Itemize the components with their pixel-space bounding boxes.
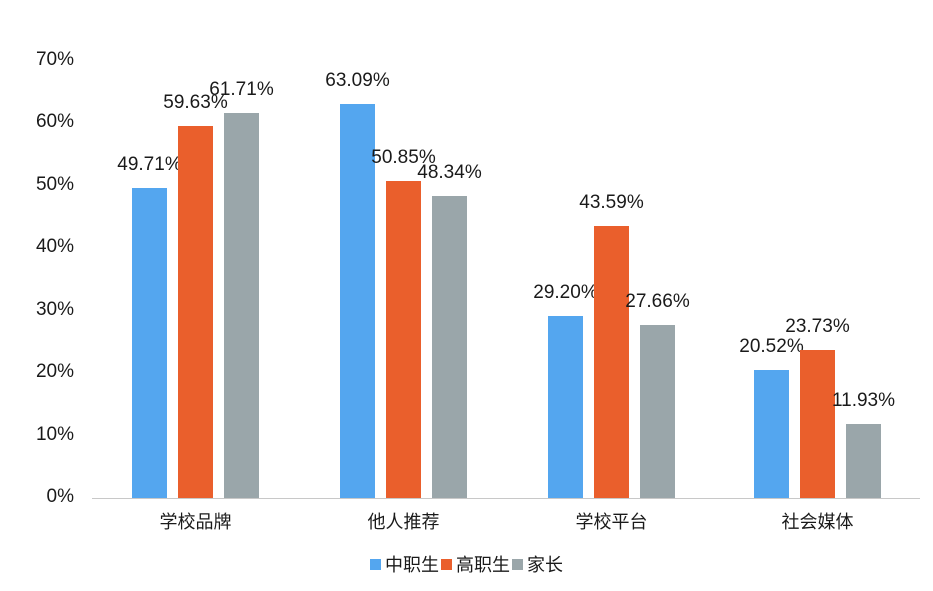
- data-label: 50.85%: [371, 146, 436, 168]
- legend: 中职生 高职生 家长: [0, 553, 933, 576]
- x-axis-line: [92, 498, 920, 499]
- y-tick-label: 10%: [35, 423, 74, 445]
- legend-label: 中职生: [385, 554, 439, 575]
- data-label: 11.93%: [831, 389, 896, 411]
- y-tick-label: 0%: [46, 486, 74, 507]
- legend-swatch-icon: [441, 559, 452, 570]
- data-label: 61.71%: [209, 78, 274, 100]
- legend-item: 中职生: [370, 554, 439, 576]
- legend-swatch-icon: [512, 559, 523, 570]
- legend-label: 高职生: [456, 554, 510, 575]
- bar: [640, 325, 675, 498]
- data-label: 43.59%: [579, 191, 644, 213]
- legend-item: 家长: [512, 554, 563, 576]
- y-tick-label: 60%: [35, 111, 74, 133]
- legend-swatch-icon: [370, 559, 381, 570]
- data-label: 63.09%: [325, 70, 390, 92]
- legend-item: 高职生: [441, 554, 510, 576]
- bar: [340, 104, 375, 498]
- y-tick-label: 30%: [35, 298, 74, 320]
- data-label: 29.20%: [533, 281, 598, 303]
- x-category-label: 社会媒体: [781, 512, 854, 532]
- x-category-label: 学校品牌: [159, 512, 232, 532]
- bar: [432, 196, 467, 498]
- bar: [846, 423, 881, 498]
- data-label: 20.52%: [739, 335, 804, 357]
- data-label: 27.66%: [625, 291, 690, 313]
- y-tick-label: 70%: [35, 49, 74, 70]
- bar: [224, 112, 259, 498]
- bar: [178, 125, 213, 498]
- bar: [754, 369, 789, 498]
- bar: [132, 187, 167, 498]
- bar: [594, 225, 629, 498]
- bar: [386, 180, 421, 498]
- x-category-label: 他人推荐: [367, 512, 440, 532]
- data-label: 49.71%: [117, 153, 182, 175]
- data-label: 23.73%: [785, 315, 850, 337]
- x-category-label: 学校平台: [575, 512, 648, 532]
- y-tick-label: 40%: [35, 236, 74, 258]
- bar: [800, 349, 835, 498]
- legend-label: 家长: [527, 554, 563, 575]
- y-tick-label: 20%: [35, 361, 74, 383]
- data-label: 59.63%: [163, 91, 228, 113]
- data-label: 48.34%: [417, 162, 482, 184]
- y-tick-label: 50%: [35, 173, 74, 195]
- bar: [548, 315, 583, 498]
